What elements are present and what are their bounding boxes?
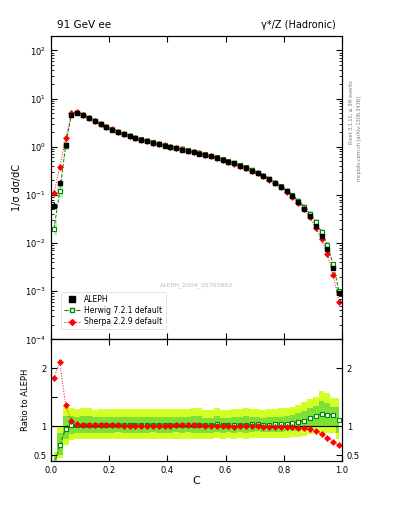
Y-axis label: 1/σ dσ/dC: 1/σ dσ/dC xyxy=(12,164,22,211)
Legend: ALEPH, Herwig 7.2.1 default, Sherpa 2.2.9 default: ALEPH, Herwig 7.2.1 default, Sherpa 2.2.… xyxy=(61,292,166,330)
X-axis label: C: C xyxy=(193,476,200,486)
Y-axis label: Ratio to ALEPH: Ratio to ALEPH xyxy=(21,369,30,431)
Text: γ*/Z (Hadronic): γ*/Z (Hadronic) xyxy=(261,20,336,30)
Text: ALEPH_2004_S5765862: ALEPH_2004_S5765862 xyxy=(160,282,233,288)
Text: mcplots.cern.ch [arXiv:1306.3436]: mcplots.cern.ch [arXiv:1306.3436] xyxy=(357,96,362,181)
Text: 91 GeV ee: 91 GeV ee xyxy=(57,20,111,30)
Text: Rivet 3.1.10, ≥ 3M events: Rivet 3.1.10, ≥ 3M events xyxy=(349,81,354,144)
